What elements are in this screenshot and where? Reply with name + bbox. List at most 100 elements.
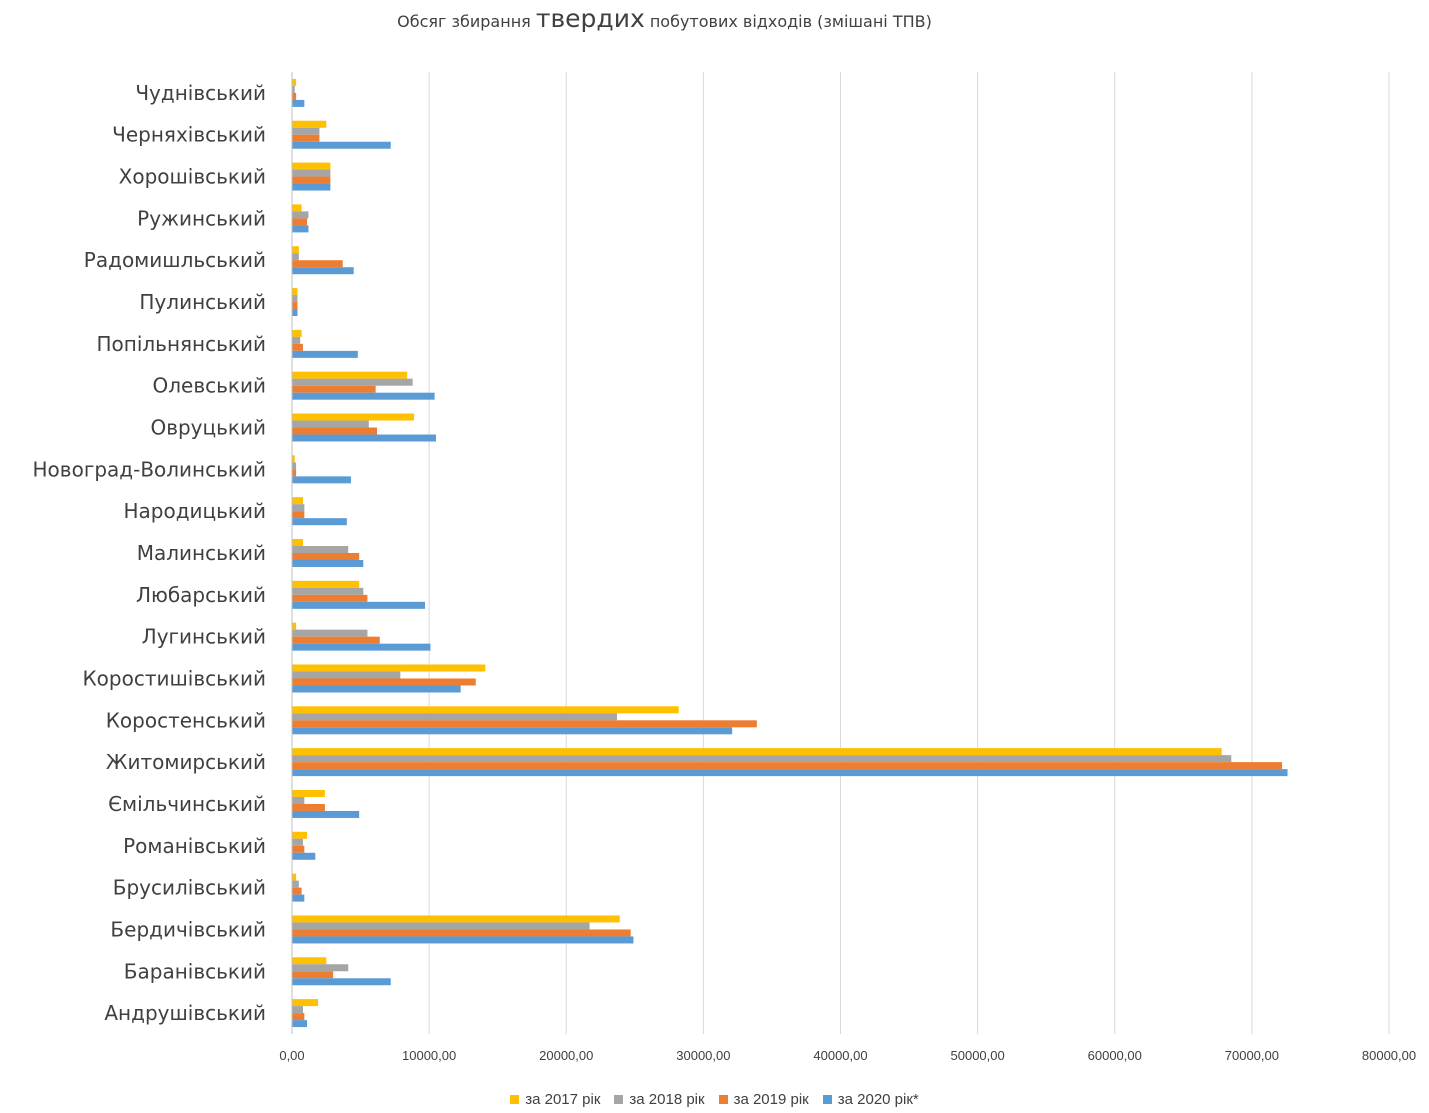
bar xyxy=(292,371,408,379)
bar xyxy=(292,462,297,470)
bar xyxy=(292,260,343,268)
bar xyxy=(292,664,486,672)
bar xyxy=(292,92,297,100)
legend-item: за 2020 рік* xyxy=(822,1091,919,1108)
category-label: Пулинський xyxy=(139,290,266,314)
bar xyxy=(292,183,331,191)
bar xyxy=(292,560,364,567)
bar xyxy=(292,915,620,923)
legend-label: за 2018 рік xyxy=(629,1091,705,1108)
bar xyxy=(292,176,331,184)
bar xyxy=(292,748,1222,756)
bar xyxy=(292,852,316,860)
bar xyxy=(292,803,325,811)
bar xyxy=(292,762,1283,770)
x-tick-label: 30000,00 xyxy=(676,1048,730,1063)
bar xyxy=(292,85,295,93)
bar xyxy=(292,267,354,275)
legend-item: за 2017 рік xyxy=(510,1091,600,1108)
bar xyxy=(292,539,303,546)
bar xyxy=(292,295,298,303)
category-label: Попільнянський xyxy=(96,332,266,356)
x-tick-label: 80000,00 xyxy=(1362,1048,1416,1063)
bar xyxy=(292,329,302,337)
chart-title-suffix: побутових відходів (змішані ТПВ) xyxy=(644,12,932,31)
bar xyxy=(292,127,320,135)
bar xyxy=(292,497,303,505)
category-label: Черняхівський xyxy=(112,123,266,147)
bar xyxy=(292,99,305,107)
bar xyxy=(292,385,376,393)
bar xyxy=(292,350,358,358)
bar xyxy=(292,887,302,895)
category-label: Лугинський xyxy=(142,625,266,649)
bar xyxy=(292,922,590,930)
bar xyxy=(292,727,733,735)
bar xyxy=(292,336,301,344)
bar xyxy=(292,838,303,846)
bar-chart: 0,00 10000,00 20000,00 30000,00 40000,00 5000… xyxy=(33,72,1416,1063)
x-tick-label: 70000,00 xyxy=(1225,1048,1279,1063)
bar xyxy=(292,831,308,839)
category-label: Ємільчинський xyxy=(108,792,266,816)
bar xyxy=(292,504,305,512)
bar xyxy=(292,755,1232,763)
bar xyxy=(292,434,436,442)
category-label: Ружинський xyxy=(137,206,266,230)
bar xyxy=(292,1006,303,1014)
bar xyxy=(292,629,368,637)
bar xyxy=(292,957,327,965)
category-label: Радомишльський xyxy=(84,248,266,272)
bar xyxy=(292,427,378,435)
legend-swatch xyxy=(614,1095,624,1104)
x-tick-label: 20000,00 xyxy=(539,1048,593,1063)
chart-title: Обсяг збирання твердих побутових відході… xyxy=(0,4,1329,33)
legend-label: за 2017 рік xyxy=(525,1091,601,1108)
bar xyxy=(292,1013,305,1021)
category-label: Новоград-Волинський xyxy=(33,457,266,481)
bar xyxy=(292,999,319,1007)
bar xyxy=(292,302,298,310)
bar xyxy=(292,936,634,944)
category-label: Олевський xyxy=(153,374,266,398)
category-label: Хорошівський xyxy=(119,165,266,189)
bar xyxy=(292,964,349,972)
bar xyxy=(292,810,360,818)
bar xyxy=(292,120,327,128)
bar xyxy=(292,455,295,463)
bar xyxy=(292,685,461,693)
x-tick-label: 50000,00 xyxy=(951,1048,1005,1063)
category-label: Бердичівський xyxy=(110,917,266,941)
bar xyxy=(292,580,360,588)
bar xyxy=(292,553,360,560)
legend-label: за 2019 рік xyxy=(733,1091,809,1108)
bar xyxy=(292,594,368,602)
chart-title-emphasis: твердих xyxy=(535,4,645,33)
bar xyxy=(292,546,349,553)
category-label: Житомирський xyxy=(106,750,266,774)
bar xyxy=(292,789,325,797)
bar xyxy=(292,720,757,728)
chart-legend: за 2017 рік за 2018 рік за 2019 рік за 2020… xyxy=(0,1091,1429,1108)
bar xyxy=(292,678,476,686)
bar xyxy=(292,420,369,428)
x-tick-label: 10000,00 xyxy=(402,1048,456,1063)
bar xyxy=(292,511,305,519)
bar xyxy=(292,288,298,296)
bar xyxy=(292,309,298,317)
bar xyxy=(292,253,299,261)
legend-swatch xyxy=(718,1095,728,1104)
bar xyxy=(292,971,334,979)
bar xyxy=(292,880,299,888)
bar xyxy=(292,769,1288,777)
category-label: Баранівський xyxy=(124,959,266,983)
bar xyxy=(292,413,415,421)
bar xyxy=(292,476,351,484)
x-tick-label: 40000,00 xyxy=(813,1048,867,1063)
bar xyxy=(292,204,302,212)
category-label: Брусилівський xyxy=(113,876,266,900)
bar xyxy=(292,671,401,679)
category-label: Андрушівський xyxy=(104,1001,266,1025)
bar xyxy=(292,796,305,804)
bar xyxy=(292,845,305,853)
